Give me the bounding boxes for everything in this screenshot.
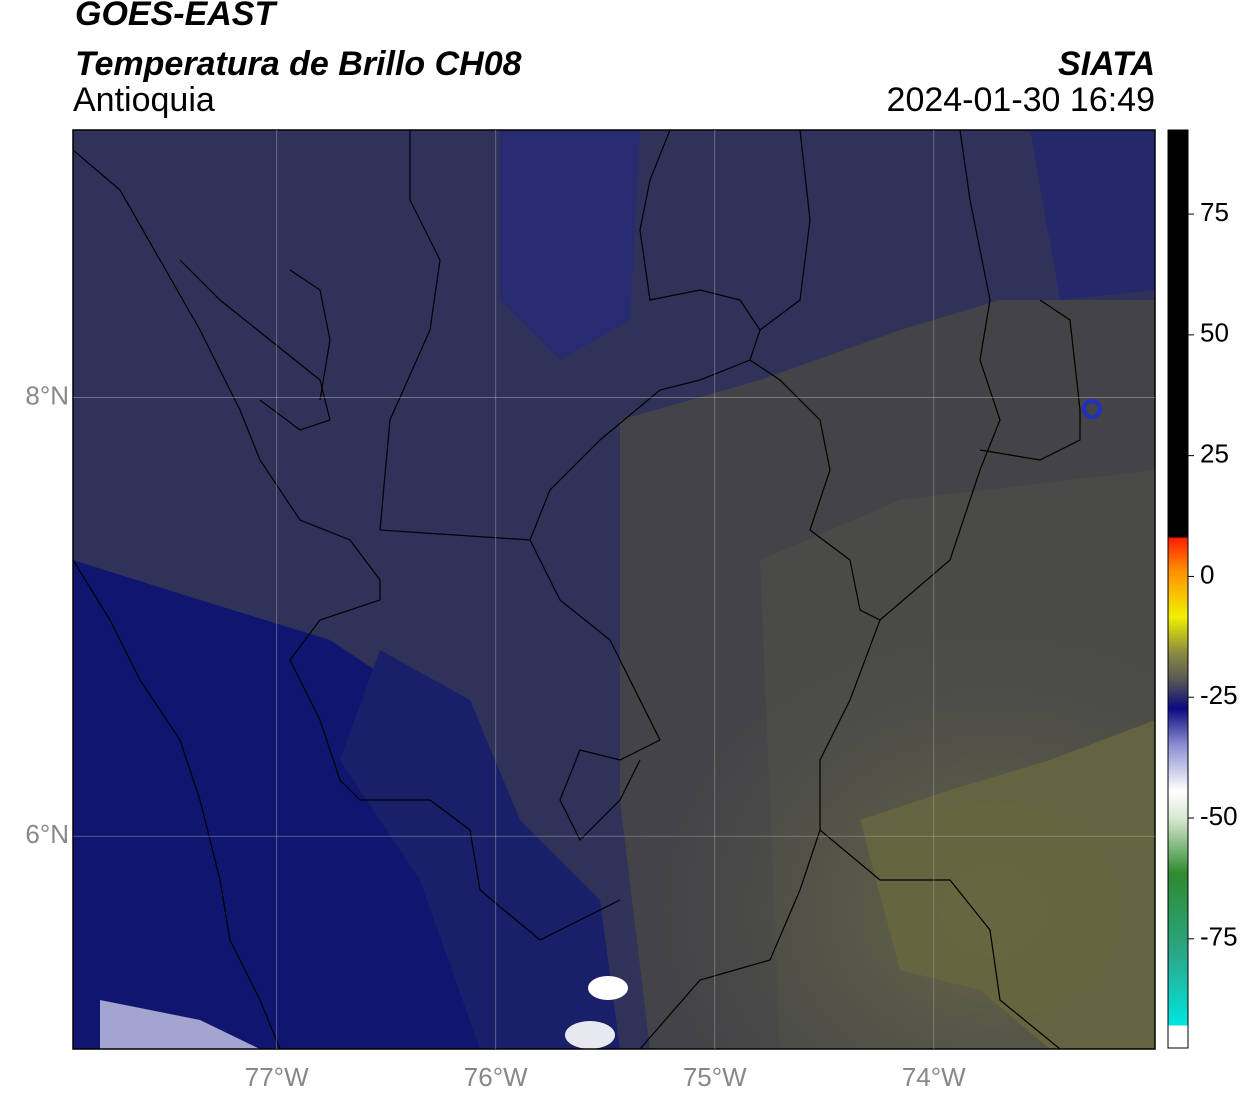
datetime: 2024-01-30 16:49 [887, 81, 1155, 119]
colorbar [1167, 129, 1189, 1049]
lon-tick-label: 76°W [464, 1062, 528, 1092]
lon-tick-label: 74°W [902, 1062, 966, 1092]
source: SIATA [1058, 45, 1155, 83]
lon-tick-label: 77°W [245, 1062, 309, 1092]
colorbar-tick-label: -75 [1200, 922, 1238, 952]
colorbar-tick-label: -25 [1200, 680, 1238, 710]
colorbar-tick-label: 0 [1200, 559, 1214, 589]
subtitle: Temperatura de Brillo CH08 [75, 45, 522, 83]
map-frame [72, 129, 1156, 1050]
lon-tick-label: 75°W [683, 1062, 747, 1092]
colorbar-tick-label: 25 [1200, 439, 1229, 469]
colorbar-tick-label: 75 [1200, 197, 1229, 227]
lat-tick-label: 8°N [25, 380, 69, 410]
colorbar-tick-label: -50 [1200, 801, 1238, 831]
lat-tick-label: 6°N [25, 819, 69, 849]
title: GOES-EAST [75, 0, 278, 33]
region: Antioquia [73, 81, 215, 119]
map-image [73, 130, 1155, 1049]
colorbar-tick-label: 50 [1200, 318, 1229, 348]
